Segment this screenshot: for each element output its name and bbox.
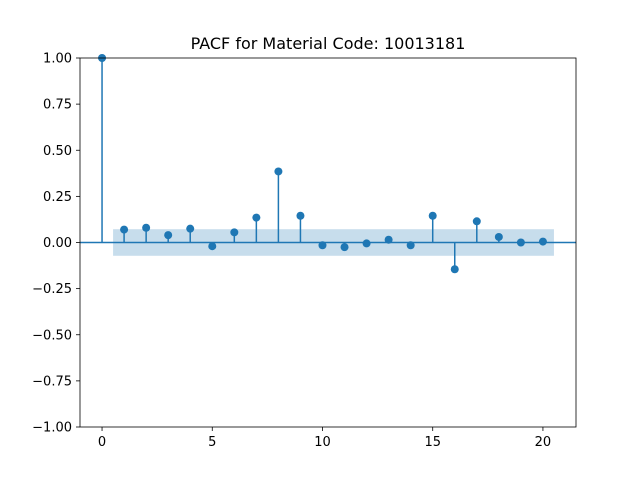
x-tick-label: 10 [314, 435, 331, 450]
chart-title: PACF for Material Code: 10013181 [191, 34, 466, 53]
marker-lag-16 [450, 265, 459, 274]
marker-lag-7 [252, 213, 261, 222]
marker-lag-17 [472, 217, 481, 226]
y-axis-ticks: −1.00 −0.75 −0.50 −0.25 0.00 0.25 0.50 0.75 1.00 [32, 52, 80, 436]
marker-lag-20 [538, 237, 547, 246]
marker-lag-4 [186, 224, 195, 233]
x-tick-label: 0 [98, 435, 106, 450]
y-tick-label: 0.75 [43, 98, 72, 113]
markers-layer [98, 54, 547, 274]
y-tick-label: −1.00 [32, 421, 72, 436]
marker-lag-3 [164, 231, 173, 240]
x-axis-ticks: 0 5 10 15 20 [98, 427, 551, 450]
marker-lag-1 [120, 225, 129, 234]
marker-lag-10 [318, 241, 327, 250]
marker-lag-5 [208, 242, 217, 251]
marker-lag-9 [296, 211, 305, 220]
marker-lag-19 [516, 238, 525, 247]
marker-lag-18 [494, 232, 503, 241]
y-tick-label: 0.50 [43, 144, 72, 159]
y-tick-label: −0.75 [32, 374, 72, 389]
marker-lag-2 [142, 223, 151, 232]
y-tick-label: −0.25 [32, 282, 72, 297]
marker-lag-14 [406, 241, 415, 250]
y-tick-label: 0.00 [43, 236, 72, 251]
marker-lag-13 [384, 235, 393, 244]
marker-lag-12 [362, 239, 371, 248]
x-tick-label: 5 [208, 435, 216, 450]
marker-lag-15 [428, 211, 437, 220]
y-tick-label: 0.25 [43, 190, 72, 205]
y-tick-label: 1.00 [43, 52, 72, 67]
marker-lag-11 [340, 243, 349, 252]
marker-lag-6 [230, 228, 239, 237]
x-tick-label: 15 [424, 435, 441, 450]
marker-lag-8 [274, 167, 283, 176]
x-tick-label: 20 [535, 435, 552, 450]
y-tick-label: −0.50 [32, 328, 72, 343]
